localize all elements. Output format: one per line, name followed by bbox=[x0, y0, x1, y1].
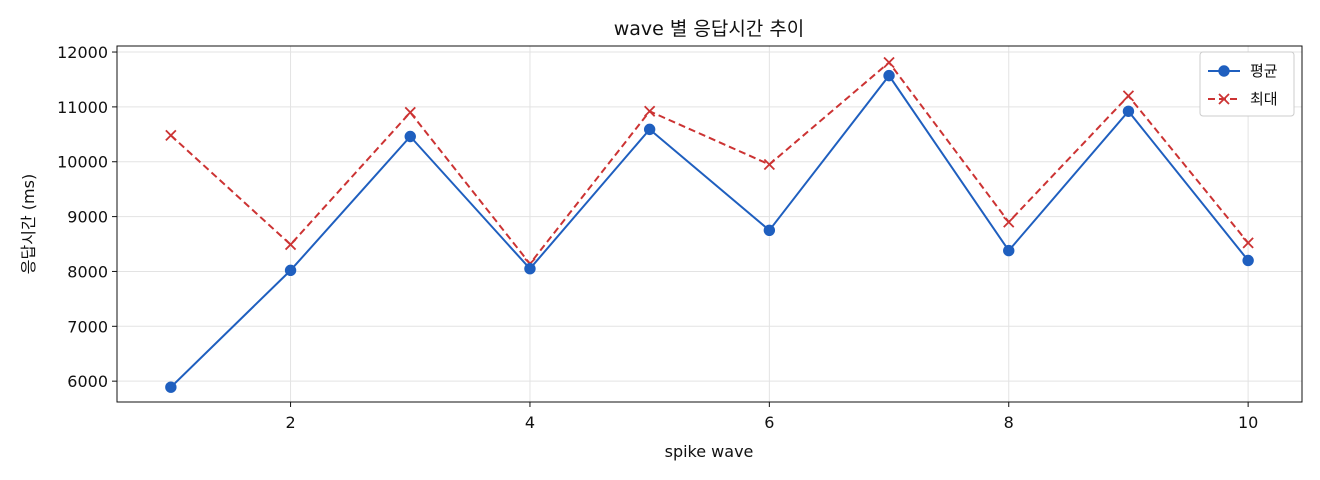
x-tick-label: 4 bbox=[525, 413, 535, 432]
data-point bbox=[404, 106, 416, 119]
data-point bbox=[763, 158, 775, 171]
plot-frame bbox=[116, 45, 1303, 403]
data-point bbox=[1122, 90, 1135, 102]
y-tick-label: 11000 bbox=[57, 98, 108, 117]
series-line bbox=[170, 74, 1249, 388]
x-marker-stroke bbox=[883, 56, 895, 69]
legend-box bbox=[1199, 51, 1295, 117]
data-point bbox=[165, 129, 177, 142]
y-tick-label: 10000 bbox=[57, 153, 108, 172]
data-point bbox=[1003, 244, 1015, 257]
x-marker-stroke bbox=[165, 129, 177, 142]
x-marker-stroke bbox=[284, 238, 297, 251]
data-point bbox=[1122, 105, 1135, 117]
x-marker-stroke bbox=[1218, 93, 1230, 105]
data-point bbox=[883, 56, 895, 69]
data-point bbox=[643, 123, 656, 136]
series-line bbox=[170, 61, 1249, 265]
data-point bbox=[1242, 237, 1254, 249]
x-marker-stroke bbox=[1003, 216, 1015, 228]
series-layer bbox=[165, 56, 1254, 393]
data-point bbox=[644, 105, 656, 117]
data-point bbox=[883, 69, 895, 82]
y-tick-label: 7000 bbox=[67, 317, 108, 336]
x-marker-stroke bbox=[763, 158, 775, 171]
x-tick-label: 6 bbox=[764, 413, 774, 432]
legend-label: 최대 bbox=[1250, 90, 1278, 108]
legend-item: 평균 bbox=[1208, 62, 1278, 80]
y-tick-label: 12000 bbox=[57, 43, 108, 62]
series-평균 bbox=[165, 69, 1254, 393]
legend-item: 최대 bbox=[1208, 90, 1278, 108]
y-tick-label: 9000 bbox=[67, 208, 108, 227]
x-axis-label: spike wave bbox=[665, 442, 754, 461]
data-point bbox=[524, 263, 536, 275]
x-marker-stroke bbox=[1242, 237, 1254, 249]
data-point bbox=[404, 130, 416, 143]
legend-marker bbox=[1218, 93, 1230, 105]
data-point bbox=[763, 224, 776, 237]
x-tick-label: 8 bbox=[1004, 413, 1014, 432]
legend-marker bbox=[1218, 65, 1230, 77]
data-point bbox=[284, 238, 297, 251]
series-최대 bbox=[165, 56, 1254, 270]
ticks: 6000 7000 8000 9000 10000 11000 12000 2 4 6 8 10 bbox=[57, 43, 1258, 432]
chart-title: wave 별 응답시간 추이 bbox=[614, 18, 805, 40]
x-marker-stroke bbox=[644, 105, 656, 117]
legend-label: 평균 bbox=[1250, 62, 1278, 80]
x-marker-stroke bbox=[1122, 90, 1135, 102]
y-tick-label: 8000 bbox=[67, 262, 108, 281]
y-axis-label: 응답시간 (ms) bbox=[19, 174, 38, 274]
data-point bbox=[1242, 254, 1254, 267]
y-tick-label: 6000 bbox=[67, 372, 108, 391]
data-point bbox=[165, 381, 177, 393]
x-marker-stroke bbox=[404, 106, 416, 119]
data-point bbox=[284, 264, 297, 277]
x-tick-label: 10 bbox=[1238, 413, 1258, 432]
data-point bbox=[1003, 216, 1015, 228]
x-tick-label: 2 bbox=[285, 413, 295, 432]
